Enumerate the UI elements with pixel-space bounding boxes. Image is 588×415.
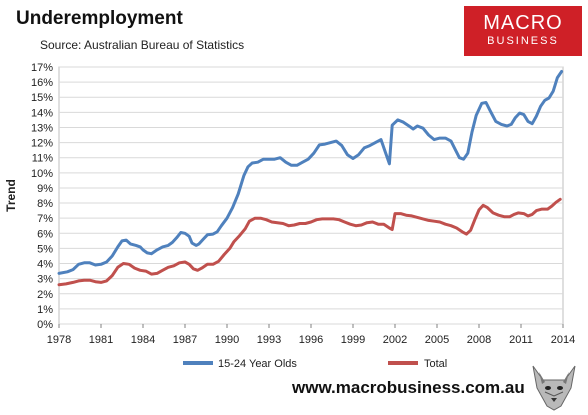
x-tick-label: 1990 [215, 334, 239, 346]
x-tick-label: 1987 [173, 334, 197, 346]
y-tick-label: 16% [31, 77, 53, 89]
chart-title: Underemployment [16, 8, 183, 29]
y-tick-label: 9% [37, 183, 53, 195]
x-tick-label: 2008 [467, 334, 491, 346]
y-tick-label: 8% [37, 198, 53, 210]
y-tick-label: 7% [37, 213, 53, 225]
y-tick-label: 5% [37, 243, 53, 255]
x-tick-label: 1993 [257, 334, 281, 346]
legend-label-youth: 15-24 Year Olds [218, 358, 297, 370]
footer-url: www.macrobusiness.com.au [292, 378, 525, 397]
x-tick-label: 2005 [425, 334, 449, 346]
wolf-mascot-icon [532, 365, 576, 411]
logo-line-1: MACRO [483, 12, 563, 34]
y-tick-label: 14% [31, 107, 53, 119]
x-tick-label: 1996 [299, 334, 323, 346]
y-tick-label: 1% [37, 304, 53, 316]
y-tick-label: 3% [37, 274, 53, 286]
x-tick-label: 2002 [383, 334, 407, 346]
x-tick-label: 1999 [341, 334, 365, 346]
y-tick-label: 2% [37, 289, 53, 301]
y-tick-label: 13% [31, 122, 53, 134]
y-tick-label: 12% [31, 138, 53, 150]
chart-subtitle: Source: Australian Bureau of Statistics [40, 38, 245, 52]
y-tick-label: 0% [37, 319, 53, 331]
x-tick-label: 1981 [89, 334, 113, 346]
x-tick-label: 1984 [131, 334, 155, 346]
series-line-total [57, 197, 562, 287]
y-axis-label: Trend [4, 179, 18, 212]
x-tick-label: 2011 [509, 334, 533, 346]
legend-label-total: Total [424, 358, 447, 370]
y-tick-label: 11% [32, 153, 53, 165]
y-tick-label: 4% [37, 259, 53, 271]
y-tick-label: 10% [31, 168, 53, 180]
logo-line-2: BUSINESS [487, 35, 559, 47]
y-tick-label: 6% [37, 228, 53, 240]
macrobusiness-logo: MACRO BUSINESS [464, 6, 582, 56]
y-tick-label: 15% [31, 92, 53, 104]
y-tick-label: 17% [31, 62, 53, 74]
x-tick-label: 2014 [551, 334, 575, 346]
series-line-youth [57, 70, 564, 275]
x-tick-label: 1978 [47, 334, 71, 346]
